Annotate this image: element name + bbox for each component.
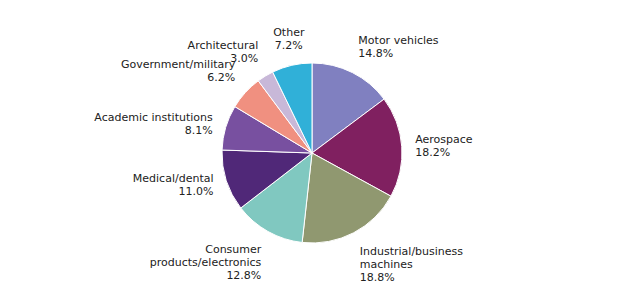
slice-label: Consumerproducts/electronics12.8%	[150, 243, 262, 282]
category-label: Industrial/business	[360, 245, 464, 258]
category-label: Other	[273, 26, 305, 39]
data-label: 6.2%	[207, 71, 235, 84]
data-label: 11.0%	[179, 185, 214, 198]
category-label: Motor vehicles	[358, 34, 438, 47]
pie-slice	[222, 150, 312, 208]
category-label: Aerospace	[415, 133, 473, 146]
slice-label: Other7.2%	[273, 26, 305, 52]
category-label: Academic institutions	[94, 111, 213, 124]
category-label: products/electronics	[150, 256, 262, 269]
category-label: Consumer	[205, 243, 262, 256]
category-label: Architectural	[188, 39, 259, 52]
chart: Motor vehicles14.8% Aerospace18.2% Industr…	[0, 0, 625, 306]
data-label: 12.8%	[226, 269, 261, 282]
data-label: 18.2%	[415, 146, 450, 159]
data-label: 18.8%	[360, 271, 395, 284]
data-label: 14.8%	[358, 47, 393, 60]
slice-label: Academic institutions8.1%	[94, 111, 213, 137]
data-label: 7.2%	[275, 39, 303, 52]
data-label: 3.0%	[230, 52, 258, 65]
slices	[222, 63, 402, 243]
slice-label: Government/military6.2%	[121, 58, 236, 84]
slice-label: Industrial/businessmachines18.8%	[360, 245, 464, 284]
slice-label: Motor vehicles14.8%	[358, 34, 438, 60]
pie-slice	[302, 153, 391, 243]
slice-label: Aerospace18.2%	[415, 133, 473, 159]
labels: Motor vehicles14.8% Aerospace18.2% Industr…	[94, 26, 473, 284]
category-label: Government/military	[121, 58, 236, 71]
category-label: Medical/dental	[133, 172, 214, 185]
slice-label: Architectural3.0%	[188, 39, 259, 65]
slice-label: Medical/dental11.0%	[133, 172, 214, 198]
pie-slice	[273, 63, 312, 153]
data-label: 8.1%	[185, 124, 213, 137]
category-label: machines	[360, 258, 413, 271]
